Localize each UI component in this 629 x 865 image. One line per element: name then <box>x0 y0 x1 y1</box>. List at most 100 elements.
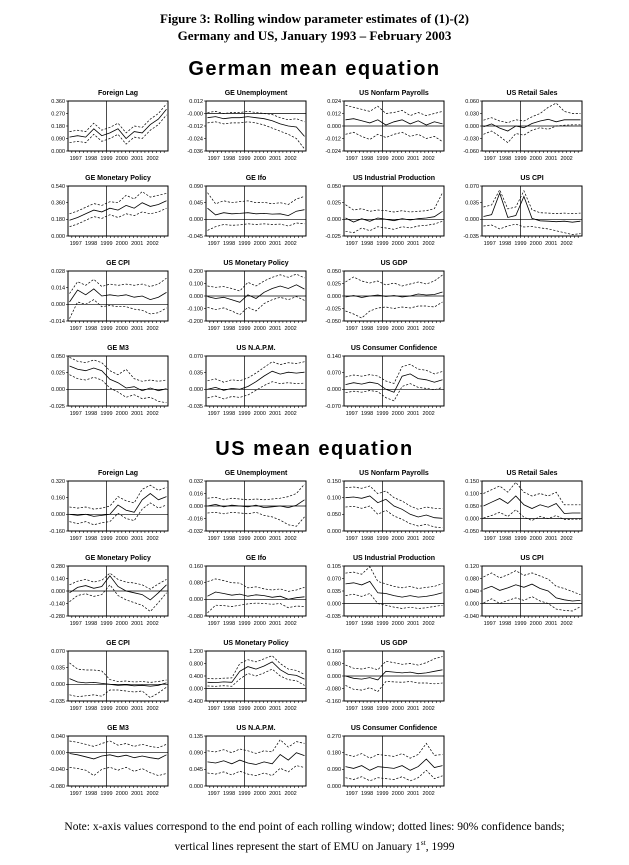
x-tick-label: 2002 <box>422 791 434 797</box>
x-tick-label: 2001 <box>269 706 281 712</box>
y-tick-label: -0.035 <box>325 614 341 620</box>
y-tick-label: 0.000 <box>465 124 479 130</box>
x-tick-label: 2001 <box>407 241 419 247</box>
x-tick-label: 2001 <box>407 536 419 542</box>
chart-row: Foreign Lag 0.320 0.160 0.000 -0.160 1997 1998… <box>42 469 602 549</box>
y-tick-label: -0.014 <box>49 319 65 325</box>
panel-title: US Monetary Policy <box>223 260 289 267</box>
x-tick-label: 1998 <box>361 241 373 247</box>
y-tick-label: 0.360 <box>51 201 65 207</box>
plot-area: 0.050 0.025 0.000 -0.025 -0.050 1997 1998 1999 2… <box>325 269 445 332</box>
y-tick-label: 0.000 <box>51 682 65 688</box>
chart-panel: GE Unemployment 0.012 -0.000 -0.012 -0.024 -0… <box>180 89 312 169</box>
series-mid-line <box>207 370 305 391</box>
chart-row: Foreign Lag 0.360 0.270 0.180 0.090 0.000 1997… <box>42 89 602 169</box>
chart-panel: US Industrial Production 0.105 0.070 0.035 0… <box>318 554 450 634</box>
y-tick-label: 0.035 <box>51 666 65 672</box>
x-tick-label: 1999 <box>376 241 388 247</box>
confidence-band-upper <box>483 188 581 214</box>
y-tick-label: -0.080 <box>187 614 203 620</box>
x-tick-label: 1997 <box>346 411 358 417</box>
series-mid-line <box>345 210 443 223</box>
y-tick-label: 0.135 <box>189 734 203 740</box>
x-tick-label: 2002 <box>284 156 296 162</box>
confidence-band-lower <box>483 223 581 235</box>
confidence-band-lower <box>483 509 581 521</box>
plot-area: 0.540 0.360 0.180 0.000 1997 1998 1999 2000 2001… <box>51 184 169 247</box>
x-tick-label: 1999 <box>514 536 526 542</box>
x-tick-label: 2000 <box>254 156 266 162</box>
y-tick-label: 0.050 <box>465 504 479 510</box>
x-tick-label: 1999 <box>376 706 388 712</box>
x-tick-label: 2000 <box>392 791 404 797</box>
x-tick-label: 1998 <box>223 411 235 417</box>
x-tick-label: 1997 <box>346 791 358 797</box>
confidence-band-lower <box>69 114 167 145</box>
chart-panel: GE M3 0.050 0.025 0.000 -0.025 1997 1998 1999 20… <box>42 344 174 424</box>
x-tick-label: 2001 <box>269 536 281 542</box>
y-tick-label: -0.160 <box>325 699 341 705</box>
series-mid-line <box>207 661 305 684</box>
series-mid-line <box>207 752 305 765</box>
y-tick-label: -0.035 <box>187 404 203 410</box>
confidence-band-lower <box>345 131 443 142</box>
confidence-band-lower <box>345 681 443 693</box>
y-tick-label: 0.032 <box>189 479 203 485</box>
panel-title: US Consumer Confidence <box>350 725 438 732</box>
y-tick-label: -0.025 <box>325 234 341 240</box>
chart-row: GE Monetary Policy 0.540 0.360 0.180 0.000 19… <box>42 174 602 254</box>
x-tick-label: 2000 <box>116 536 128 542</box>
y-tick-label: 0.025 <box>327 201 341 207</box>
y-tick-label: 0.090 <box>51 136 65 142</box>
confidence-band-lower <box>69 502 167 526</box>
y-tick-label: 0.160 <box>51 496 65 502</box>
y-tick-label: 0.080 <box>465 576 479 582</box>
confidence-band-upper <box>69 191 167 215</box>
x-tick-label: 2001 <box>131 706 143 712</box>
x-tick-label: 1997 <box>346 621 358 627</box>
plot-area: 0.200 0.100 0.000 -0.100 -0.200 1997 1998 1999 2… <box>187 269 307 332</box>
chart-row: GE Monetary Policy 0.280 0.140 0.000 -0.140 -… <box>42 554 602 634</box>
x-tick-label: 1997 <box>346 241 358 247</box>
panel-title: US Retail Sales <box>506 470 558 477</box>
x-tick-label: 2002 <box>284 791 296 797</box>
x-tick-label: 2000 <box>254 411 266 417</box>
y-tick-label: 0.045 <box>189 767 203 773</box>
x-tick-label: 1999 <box>100 621 112 627</box>
y-tick-label: 0.090 <box>189 184 203 190</box>
y-tick-label: -0.050 <box>325 319 341 325</box>
x-tick-label: 1999 <box>238 791 250 797</box>
y-tick-label: 0.070 <box>327 576 341 582</box>
y-tick-label: 0.000 <box>327 217 341 223</box>
panel-title: US CPI <box>520 555 544 562</box>
y-tick-label: 0.000 <box>51 234 65 240</box>
x-tick-label: 2001 <box>407 411 419 417</box>
x-tick-label: 1998 <box>223 706 235 712</box>
series-mid-line <box>207 116 305 137</box>
x-tick-label: 1997 <box>208 706 220 712</box>
plot-area: 0.032 0.016 0.000 -0.016 -0.032 1997 1998 1999 2… <box>187 479 307 542</box>
chart-panel: US Retail Sales 0.150 0.100 0.050 0.000 -0.05… <box>456 469 588 549</box>
confidence-band-lower <box>207 381 305 400</box>
y-tick-label: 0.060 <box>465 99 479 105</box>
plot-area: 0.120 0.080 0.040 0.000 -0.040 1997 1998 1999 20… <box>463 564 583 627</box>
y-tick-label: 0.000 <box>189 294 203 300</box>
x-tick-label: 1997 <box>346 536 358 542</box>
x-tick-label: 2001 <box>545 241 557 247</box>
y-tick-label: -0.070 <box>325 404 341 410</box>
x-tick-label: 2000 <box>116 411 128 417</box>
series-mid-line <box>483 495 581 514</box>
x-tick-label: 2001 <box>131 791 143 797</box>
series-mid-line <box>345 373 443 393</box>
x-tick-label: 1998 <box>85 706 97 712</box>
x-tick-label: 1997 <box>346 706 358 712</box>
y-tick-label: 0.180 <box>327 751 341 757</box>
x-tick-label: 1998 <box>223 156 235 162</box>
y-tick-label: -0.024 <box>187 136 203 142</box>
series-mid-line <box>69 575 167 601</box>
plot-area: 0.012 -0.000 -0.012 -0.024 -0.036 1997 1998 199… <box>187 99 307 162</box>
